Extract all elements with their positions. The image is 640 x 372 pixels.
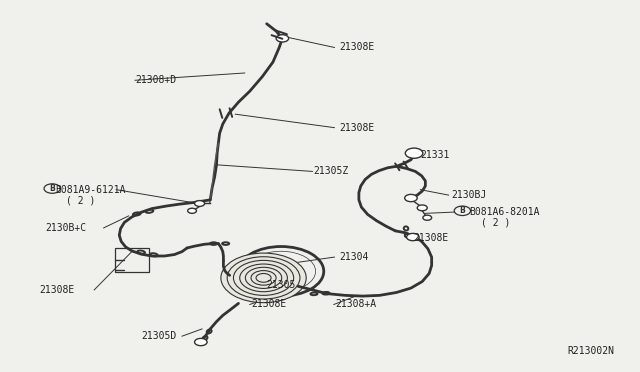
Circle shape: [417, 205, 428, 211]
Text: 21308E: 21308E: [251, 299, 286, 310]
Circle shape: [44, 184, 60, 193]
Text: B: B: [460, 206, 465, 215]
Circle shape: [276, 35, 289, 42]
Text: 21308E: 21308E: [413, 233, 448, 243]
Text: B081A9-6121A: B081A9-6121A: [55, 185, 126, 195]
Circle shape: [406, 233, 419, 241]
Text: 21308E: 21308E: [339, 123, 374, 133]
Text: 21331: 21331: [420, 150, 450, 160]
Text: ( 2 ): ( 2 ): [66, 196, 95, 206]
Circle shape: [423, 215, 431, 220]
Bar: [115, 248, 149, 272]
Text: 21308+A: 21308+A: [336, 299, 377, 310]
Text: 21305D: 21305D: [141, 331, 177, 341]
Text: 21304: 21304: [339, 252, 368, 262]
Text: 21308E: 21308E: [339, 42, 374, 52]
Circle shape: [405, 148, 423, 158]
Text: 2130B+C: 2130B+C: [45, 223, 86, 233]
Text: 21308+D: 21308+D: [135, 75, 176, 85]
Circle shape: [404, 195, 417, 202]
Text: B: B: [49, 184, 55, 193]
Text: R213002N: R213002N: [568, 346, 615, 356]
Text: 2130BJ: 2130BJ: [452, 190, 487, 200]
Text: 21308E: 21308E: [39, 285, 74, 295]
Circle shape: [454, 206, 470, 215]
Circle shape: [195, 201, 205, 206]
Text: 21305: 21305: [267, 280, 296, 290]
Text: B081A6-8201A: B081A6-8201A: [469, 206, 540, 217]
Circle shape: [195, 339, 207, 346]
Circle shape: [188, 208, 196, 214]
Text: 21305Z: 21305Z: [314, 166, 349, 176]
Circle shape: [221, 253, 306, 303]
Text: ( 2 ): ( 2 ): [481, 218, 511, 227]
